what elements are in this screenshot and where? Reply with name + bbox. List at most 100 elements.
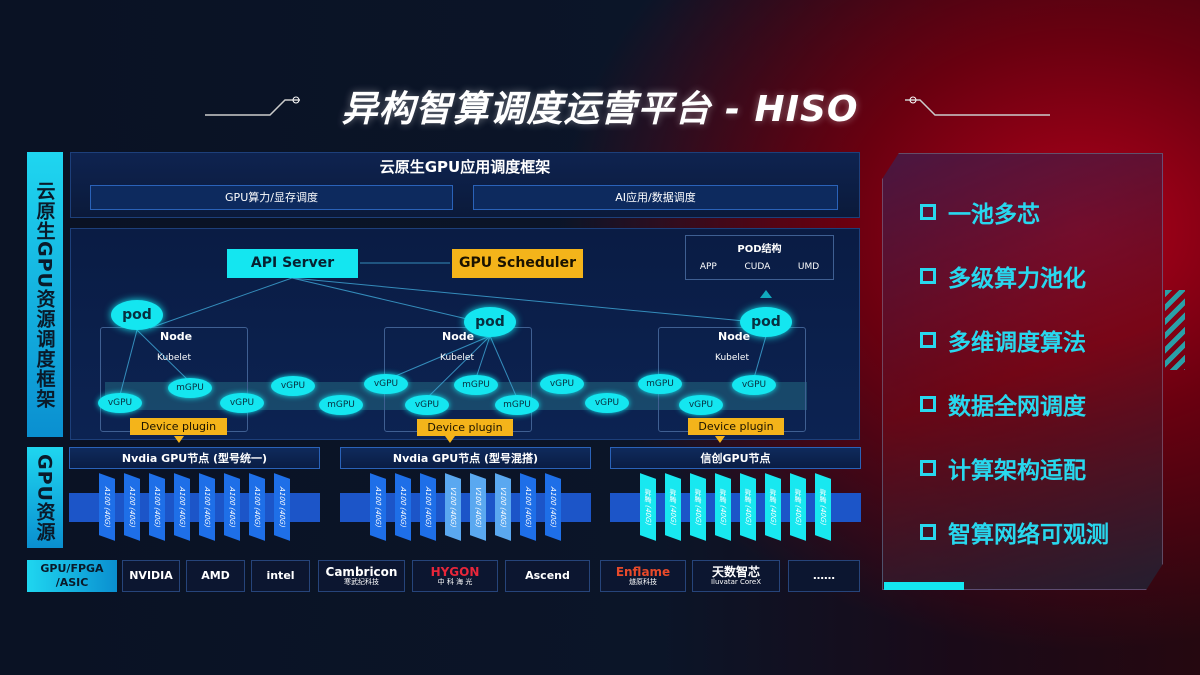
gpu-card: A100 (40G) — [124, 473, 140, 541]
gpu-unit: vGPU — [405, 395, 449, 415]
gpu-unit: mGPU — [495, 395, 539, 415]
device-plugin-box: Device plugin — [130, 418, 227, 435]
feature-item: 多级算力池化 — [920, 259, 1086, 293]
feature-label: 一池多芯 — [948, 202, 1040, 228]
gpu-compute-scheduling: GPU算力/显存调度 — [90, 185, 453, 210]
pod: pod — [464, 307, 516, 337]
device-plugin-box: Device plugin — [417, 419, 513, 436]
pod-structure-item: UMD — [797, 262, 820, 272]
vendor-logo-enflame: Enflame 燧原科技 — [600, 560, 686, 592]
feature-item: 计算架构适配 — [920, 451, 1086, 485]
gpu-card: V100 (40G) — [445, 473, 461, 541]
node-label: Node — [442, 330, 475, 343]
vendor-subname: 寒武纪科技 — [344, 577, 379, 586]
gpu-card: 昇腾 (40G) — [740, 473, 756, 541]
node-label: Node — [160, 330, 193, 343]
checkbox-icon — [920, 268, 936, 284]
vendor-name: HYGON — [430, 564, 480, 579]
gpu-resource-label: GPU资源 — [27, 447, 63, 548]
feature-item: 多维调度算法 — [920, 323, 1086, 357]
kubelet-label: Kubelet — [440, 353, 474, 363]
gpu-card: V100 (40G) — [495, 473, 511, 541]
feature-label: 智算网络可观测 — [948, 522, 1109, 548]
stripe-decoration — [1165, 290, 1185, 370]
vendor-name: Enflame — [615, 564, 671, 579]
kubelet-label: Kubelet — [715, 353, 749, 363]
gpu-unit: vGPU — [271, 376, 315, 396]
gpu-unit: vGPU — [364, 374, 408, 394]
vendor-name: AMD — [201, 568, 230, 582]
api-server-box: API Server — [227, 249, 358, 278]
gpu-scheduler-box: GPU Scheduler — [452, 249, 583, 278]
gpu-card: A100 (40G) — [274, 473, 290, 541]
gpu-card: A100 (40G) — [99, 473, 115, 541]
pod-structure-item: APP — [699, 262, 717, 272]
vendor-subname: 燧原科技 — [629, 577, 657, 586]
feature-label: 多维调度算法 — [948, 330, 1086, 356]
vendor-logo-cambricon: Cambricon 寒武纪科技 — [318, 560, 405, 592]
gpu-unit: vGPU — [732, 375, 776, 395]
pod: pod — [111, 300, 163, 330]
gpu-node-title: Nvdia GPU节点 (型号混搭) — [340, 447, 591, 469]
scheduling-framework-label: 云原生GPU资源调度框架 — [27, 152, 63, 437]
features-panel — [882, 153, 1163, 590]
gpu-unit: vGPU — [540, 374, 584, 394]
vendor-logo-more: …… — [788, 560, 860, 592]
gpu-unit: mGPU — [168, 378, 212, 398]
gpu-card: A100 (40G) — [224, 473, 240, 541]
checkbox-icon — [920, 460, 936, 476]
vendor-name: Ascend — [525, 568, 570, 582]
feature-item: 数据全网调度 — [920, 387, 1086, 421]
gpu-card: 昇腾 (40G) — [715, 473, 731, 541]
gpu-card: 昇腾 (40G) — [665, 473, 681, 541]
gpu-unit: vGPU — [585, 393, 629, 413]
page-title: 异构智算调度运营平台 - HISO — [341, 89, 859, 130]
vendor-logo-nvidia: NVIDIA — [122, 560, 180, 592]
checkbox-icon — [920, 332, 936, 348]
vendor-name: Cambricon — [325, 564, 398, 579]
gpu-card: 昇腾 (40G) — [690, 473, 706, 541]
gpu-unit: mGPU — [319, 395, 363, 415]
pod: pod — [740, 307, 792, 337]
feature-label: 数据全网调度 — [948, 394, 1086, 420]
ai-data-scheduling: AI应用/数据调度 — [473, 185, 838, 210]
gpu-card: A100 (40G) — [545, 473, 561, 541]
title-decoration — [205, 96, 1050, 116]
checkbox-icon — [920, 524, 936, 540]
gpu-card: A100 (40G) — [199, 473, 215, 541]
gpu-card: 昇腾 (40G) — [815, 473, 831, 541]
vendor-logo-amd: AMD — [186, 560, 245, 592]
gpu-unit: mGPU — [454, 375, 498, 395]
arrow-down-icon — [445, 436, 455, 443]
feature-label: 多级算力池化 — [948, 266, 1086, 292]
gpu-node-title: Nvdia GPU节点 (型号统一) — [69, 447, 320, 469]
vendor-logo-hygon: HYGON 中 科 海 光 — [412, 560, 498, 592]
vendor-logo-more: 天数智芯 Iluvatar CoreX — [692, 560, 780, 592]
corner-accent — [884, 582, 964, 590]
arrow-down-icon — [715, 436, 725, 443]
gpu-card: 昇腾 (40G) — [765, 473, 781, 541]
kubelet-label: Kubelet — [157, 353, 191, 363]
gpu-card: A100 (40G) — [520, 473, 536, 541]
node-label: Node — [718, 330, 751, 343]
gpu-card: 昇腾 (40G) — [790, 473, 806, 541]
gpu-card: A100 (40G) — [249, 473, 265, 541]
gpu-card: A100 (40G) — [174, 473, 190, 541]
gpu-card: A100 (40G) — [395, 473, 411, 541]
gpu-card: A100 (40G) — [370, 473, 386, 541]
gpu-unit: vGPU — [98, 393, 142, 413]
gpu-card: A100 (40G) — [420, 473, 436, 541]
gpu-card: V100 (40G) — [470, 473, 486, 541]
gpu-node-title: 信创GPU节点 — [610, 447, 861, 469]
feature-item: 一池多芯 — [920, 195, 1040, 229]
checkbox-icon — [920, 396, 936, 412]
gpu-unit: mGPU — [638, 374, 682, 394]
feature-label: 计算架构适配 — [948, 458, 1086, 484]
device-plugin-box: Device plugin — [688, 418, 784, 435]
pod-structure-item: CUDA — [744, 262, 771, 272]
gpu-card: A100 (40G) — [149, 473, 165, 541]
chip-type-label: GPU/FPGA /ASIC — [27, 560, 117, 592]
vendor-name: …… — [813, 568, 835, 582]
arrow-down-icon — [174, 436, 184, 443]
